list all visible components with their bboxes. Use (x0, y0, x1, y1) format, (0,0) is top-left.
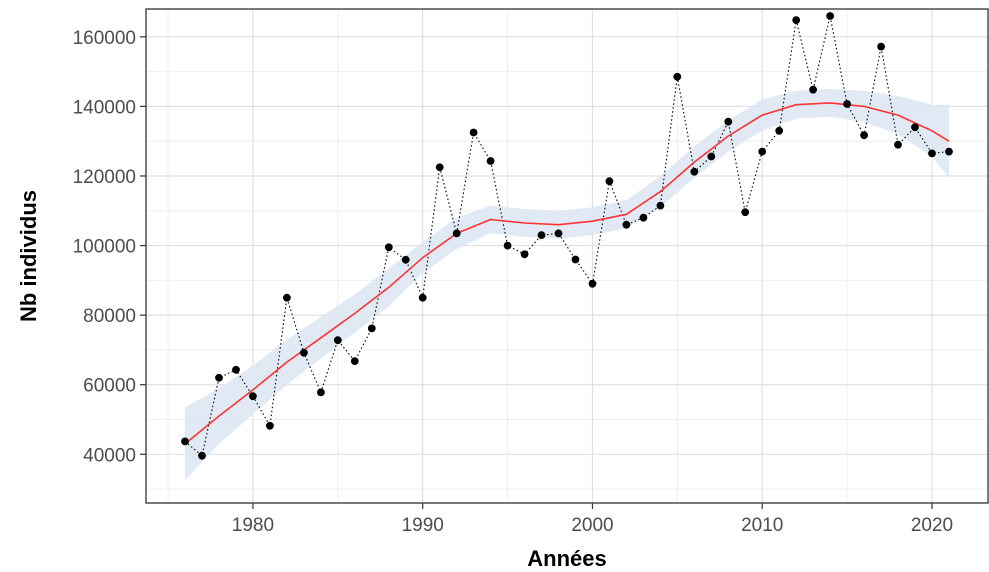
data-point-1993 (469, 128, 478, 137)
y-tick-label: 140000 (73, 97, 136, 118)
data-point-2015 (843, 100, 851, 108)
data-point-1990 (418, 293, 427, 302)
data-point-1995 (503, 241, 512, 250)
x-tick-label: 2010 (741, 515, 783, 536)
data-point-1976 (181, 437, 189, 446)
data-point-2018 (894, 140, 902, 149)
data-point-2017 (877, 42, 885, 51)
y-tick-label: 40000 (83, 445, 136, 466)
x-axis-title: Années (527, 546, 606, 571)
y-tick-label: 120000 (73, 167, 136, 188)
data-point-2013 (809, 85, 817, 94)
smooth-trend-line (184, 102, 950, 445)
data-point-2021 (945, 147, 953, 156)
data-point-2020 (928, 149, 936, 158)
data-point-2007 (707, 152, 716, 161)
confidence-band (185, 89, 949, 481)
data-point-2000 (588, 279, 597, 288)
confidence-band-area (185, 89, 949, 481)
data-point-2008 (724, 117, 733, 126)
tick-labels: 1980 1990 2000 2010 2020 40000 60000 80000 10000… (73, 28, 954, 536)
x-tick-label: 1990 (402, 515, 444, 536)
data-point-2005 (673, 72, 682, 81)
data-point-1991 (435, 163, 444, 172)
y-tick-label: 160000 (73, 28, 136, 49)
data-point-1984 (317, 388, 325, 397)
data-point-1996 (520, 250, 529, 259)
data-point-2019 (911, 123, 919, 132)
data-point-1987 (367, 324, 376, 333)
data-point-1988 (384, 243, 393, 252)
x-tick-label: 1980 (232, 515, 274, 536)
data-point-2014 (826, 12, 834, 20)
data-point-1979 (232, 365, 240, 374)
data-point-1999 (571, 255, 580, 264)
data-point-2006 (690, 167, 699, 176)
data-point-2003 (639, 213, 648, 222)
data-point-1998 (554, 229, 563, 238)
y-axis-title: Nb individus (16, 190, 41, 322)
x-tick-label: 2000 (571, 515, 613, 536)
axis-ticks (140, 36, 933, 509)
data-point-1997 (537, 231, 546, 240)
data-point-1981 (266, 421, 274, 430)
series-lines (184, 15, 950, 457)
panel-border (145, 8, 989, 504)
minor-gridlines (146, 9, 988, 503)
data-point-2012 (792, 16, 801, 24)
data-point-1992 (452, 229, 461, 238)
data-point-1989 (401, 255, 410, 264)
data-point-2004 (656, 201, 665, 210)
data-point-1994 (486, 157, 495, 165)
data-point-2009 (741, 208, 750, 217)
data-point-2010 (758, 147, 767, 156)
data-point-1983 (300, 348, 308, 357)
data-point-1977 (198, 451, 206, 460)
y-tick-label: 60000 (83, 376, 136, 397)
data-point-2011 (775, 126, 784, 135)
data-point-1978 (215, 373, 223, 382)
data-point-2002 (622, 220, 631, 229)
data-point-2016 (860, 131, 868, 140)
data-point-1985 (333, 336, 342, 345)
y-tick-label: 80000 (83, 306, 136, 327)
x-tick-label: 2020 (911, 515, 953, 536)
data-point-1982 (283, 293, 291, 302)
data-point-2001 (605, 177, 614, 186)
data-points (181, 12, 953, 460)
major-gridlines (146, 9, 988, 503)
y-tick-label: 100000 (73, 237, 136, 258)
data-point-1980 (249, 392, 257, 401)
data-point-1986 (350, 357, 359, 365)
